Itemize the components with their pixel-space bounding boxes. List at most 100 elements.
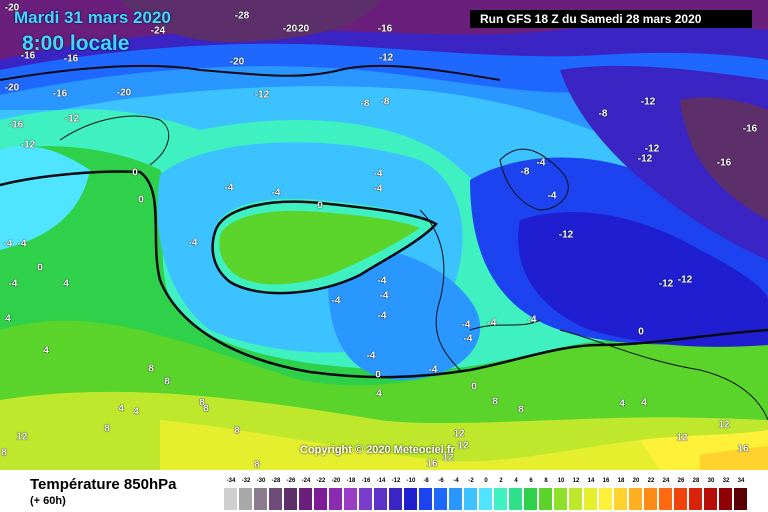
scale-tick-label: 2 — [499, 478, 503, 484]
color-scale: -34 -32 -30 -28 -26 -24 -22 -20 -18 -16 -14 -12 -10-… — [224, 476, 752, 510]
isotherm-value: -12 — [558, 229, 574, 241]
isotherm-value: 4 — [641, 397, 647, 409]
scale-step: 12 — [569, 476, 583, 510]
scale-step: -18 — [344, 476, 358, 510]
isotherm-value: -4 — [377, 310, 387, 322]
scale-step: 32 — [719, 476, 733, 510]
scale-tick-label: 12 — [572, 478, 580, 484]
isotherm-value: 8 — [164, 376, 170, 388]
scale-tick-label: -26 — [286, 478, 296, 484]
scale-step: -14 — [374, 476, 388, 510]
scale-swatch — [314, 488, 328, 510]
scale-tick-label: 0 — [484, 478, 488, 484]
isotherm-value: -4 — [463, 333, 473, 345]
scale-step: 26 — [674, 476, 688, 510]
scale-swatch — [584, 488, 598, 510]
isotherm-value: 8 — [234, 425, 240, 437]
isotherm-value: -16 — [377, 23, 393, 35]
scale-tick-label: -16 — [361, 478, 371, 484]
scale-tick-label: 30 — [707, 478, 715, 484]
scale-swatch — [254, 488, 268, 510]
scale-step: -32 — [239, 476, 253, 510]
scale-tick-label: -20 — [331, 478, 341, 484]
isotherm-value: -16 — [8, 119, 24, 131]
scale-step: 10 — [554, 476, 568, 510]
isotherm-value: 8 — [518, 404, 524, 416]
isotherm-value: 8 — [199, 397, 205, 409]
scale-tick-label: -24 — [301, 478, 311, 484]
copyright-notice: Copyright © 2020 Meteociel.fr — [300, 444, 455, 456]
isotherm-value: 4 — [619, 398, 625, 410]
isotherm-value: -12 — [64, 113, 80, 125]
isotherm-value: -4 — [487, 317, 497, 329]
isotherm-value: -12 — [254, 89, 270, 101]
scale-tick-label: 32 — [722, 478, 730, 484]
isotherm-value: 0 — [471, 381, 477, 393]
forecast-date: Mardi 31 mars 2020 — [14, 8, 171, 27]
scale-tick-label: -32 — [241, 478, 251, 484]
scale-swatch — [344, 488, 358, 510]
isotherm-value: -20 — [229, 56, 245, 68]
scale-swatch — [239, 488, 253, 510]
isotherm-value: 4 — [5, 313, 11, 325]
isotherm-value: -12 — [20, 139, 36, 151]
isotherm-value: 0 — [138, 194, 144, 206]
scale-tick-label: 28 — [692, 478, 700, 484]
scale-step: 2 — [494, 476, 508, 510]
isotherm-value: -4 — [536, 157, 546, 169]
isotherm-value: 8 — [104, 423, 110, 435]
legend-title: Température 850hPa — [30, 476, 177, 493]
isotherm-value: -12 — [644, 143, 660, 155]
scale-swatch — [299, 488, 313, 510]
scale-step: -8 — [419, 476, 433, 510]
isotherm-value: -16 — [716, 157, 732, 169]
isotherm-value: -28 — [234, 10, 250, 22]
isotherm-value: 12 — [16, 431, 28, 443]
scale-swatch — [599, 488, 613, 510]
isotherm-value: 0 — [375, 369, 381, 381]
model-run-label: Run GFS 18 Z du Samedi 28 mars 2020 — [470, 10, 752, 28]
isotherm-value: -4 — [331, 295, 341, 307]
isotherm-value: 0 — [638, 326, 644, 338]
scale-tick-label: 34 — [737, 478, 745, 484]
scale-step: -16 — [359, 476, 373, 510]
scale-swatch — [479, 488, 493, 510]
isotherm-value: 0 — [132, 167, 138, 179]
isotherm-value: 12 — [457, 440, 469, 452]
scale-tick-label: 10 — [557, 478, 565, 484]
scale-step: 0 — [479, 476, 493, 510]
isotherm-value: -4 — [379, 290, 389, 302]
isotherm-value: -12 — [640, 96, 656, 108]
scale-tick-label: -18 — [346, 478, 356, 484]
scale-swatch — [269, 488, 283, 510]
scale-swatch — [494, 488, 508, 510]
scale-swatch — [614, 488, 628, 510]
isotherm-value: -16 — [63, 53, 79, 65]
scale-swatch — [719, 488, 733, 510]
scale-step: 18 — [614, 476, 628, 510]
scale-swatch — [389, 488, 403, 510]
isotherm-value: -4 — [17, 238, 27, 250]
scale-tick-label: 22 — [647, 478, 655, 484]
scale-step: -28 — [269, 476, 283, 510]
isotherm-value: 4 — [133, 406, 139, 418]
scale-step: -34 — [224, 476, 238, 510]
scale-step: -22 — [314, 476, 328, 510]
scale-step: 24 — [659, 476, 673, 510]
isotherm-value: -12 — [378, 52, 394, 64]
scale-tick-label: 8 — [544, 478, 548, 484]
scale-swatch — [434, 488, 448, 510]
isotherm-value: -4 — [271, 187, 281, 199]
isotherm-value: 4 — [43, 345, 49, 357]
scale-swatch — [359, 488, 373, 510]
scale-swatch — [374, 488, 388, 510]
scale-tick-label: -10 — [406, 478, 416, 484]
isotherm-value: -8 — [598, 108, 608, 120]
scale-swatch — [659, 488, 673, 510]
isotherm-value: -4 — [377, 275, 387, 287]
scale-tick-label: -2 — [468, 478, 474, 484]
scale-step: 8 — [539, 476, 553, 510]
scale-step: -24 — [299, 476, 313, 510]
isotherm-value: -20 — [4, 82, 20, 94]
isotherm-value: -4 — [428, 364, 438, 376]
